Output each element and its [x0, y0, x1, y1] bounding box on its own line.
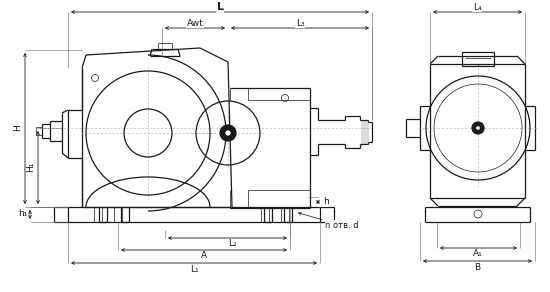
- Text: L₁: L₁: [190, 265, 199, 274]
- Circle shape: [225, 130, 231, 136]
- Text: H₁: H₁: [26, 162, 36, 172]
- Circle shape: [476, 126, 481, 131]
- Text: L₂: L₂: [228, 239, 236, 248]
- Text: H: H: [14, 125, 23, 131]
- Text: n отв. d: n отв. d: [299, 212, 359, 230]
- Text: L₃: L₃: [296, 18, 304, 27]
- Text: A₁: A₁: [473, 249, 483, 258]
- Circle shape: [220, 125, 236, 141]
- Circle shape: [472, 122, 484, 134]
- Text: L₄: L₄: [472, 3, 481, 11]
- Text: A: A: [201, 251, 207, 260]
- Text: L: L: [217, 2, 223, 12]
- Text: h₁: h₁: [18, 209, 28, 218]
- Text: Awt: Awt: [186, 18, 204, 27]
- Text: B: B: [474, 263, 480, 272]
- Text: h: h: [323, 197, 329, 206]
